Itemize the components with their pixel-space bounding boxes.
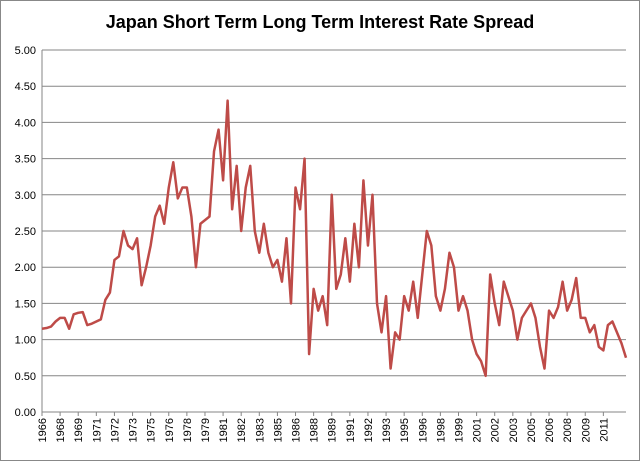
data-line	[41, 99, 628, 378]
x-tick-label: 1989	[327, 418, 339, 442]
x-tick-label: 1983	[254, 418, 266, 442]
y-tick-label: 3.00	[15, 190, 36, 202]
x-tick-label: 2005	[526, 418, 538, 442]
x-tick-label: 2006	[544, 418, 556, 442]
x-tick-label: 1976	[164, 418, 176, 442]
x-tick-label: 1971	[91, 418, 103, 442]
y-tick-label: 2.50	[15, 226, 36, 238]
y-tick-label: 1.50	[15, 298, 36, 310]
y-tick-label: 0.50	[15, 371, 36, 383]
x-tick-label: 2009	[580, 418, 592, 442]
x-tick-label: 1972	[109, 418, 121, 442]
y-tick-label: 4.50	[15, 81, 36, 93]
y-tick-label: 4.00	[15, 117, 36, 129]
x-tick-label: 1973	[128, 418, 140, 442]
x-tick-label: 1982	[236, 418, 248, 442]
x-tick-label: 1991	[345, 418, 357, 442]
x-tick-label: 2001	[472, 418, 484, 442]
x-tick-label: 1988	[309, 418, 321, 442]
x-tick-label: 1986	[291, 418, 303, 442]
x-tick-label: 1995	[399, 418, 411, 442]
x-tick-label: 1998	[435, 418, 447, 442]
x-tick-label: 2008	[562, 418, 574, 442]
x-tick-label: 2011	[598, 418, 610, 442]
x-tick-label: 1978	[182, 418, 194, 442]
x-tick-label: 2003	[508, 418, 520, 442]
x-tick-label: 1968	[55, 418, 67, 442]
x-tick-label: 1979	[200, 418, 212, 442]
y-tick-label: 1.00	[15, 335, 36, 347]
x-tick-label: 1999	[453, 418, 465, 442]
x-tick-label: 1966	[37, 418, 49, 442]
x-tick-label: 1981	[218, 418, 230, 442]
y-tick-label: 3.50	[15, 154, 36, 166]
x-tick-label: 1985	[272, 418, 284, 442]
x-tick-label: 1993	[381, 418, 393, 442]
x-tick-label: 1996	[417, 418, 429, 442]
y-tick-label: 0.00	[15, 407, 36, 419]
x-tick-label: 1969	[73, 418, 85, 442]
x-tick-label: 1992	[363, 418, 375, 442]
x-tick-label: 2002	[490, 418, 502, 442]
x-tick-label: 1975	[146, 418, 158, 442]
y-tick-label: 5.00	[15, 45, 36, 57]
y-tick-label: 2.00	[15, 262, 36, 274]
chart-title: Japan Short Term Long Term Interest Rate…	[106, 12, 534, 32]
